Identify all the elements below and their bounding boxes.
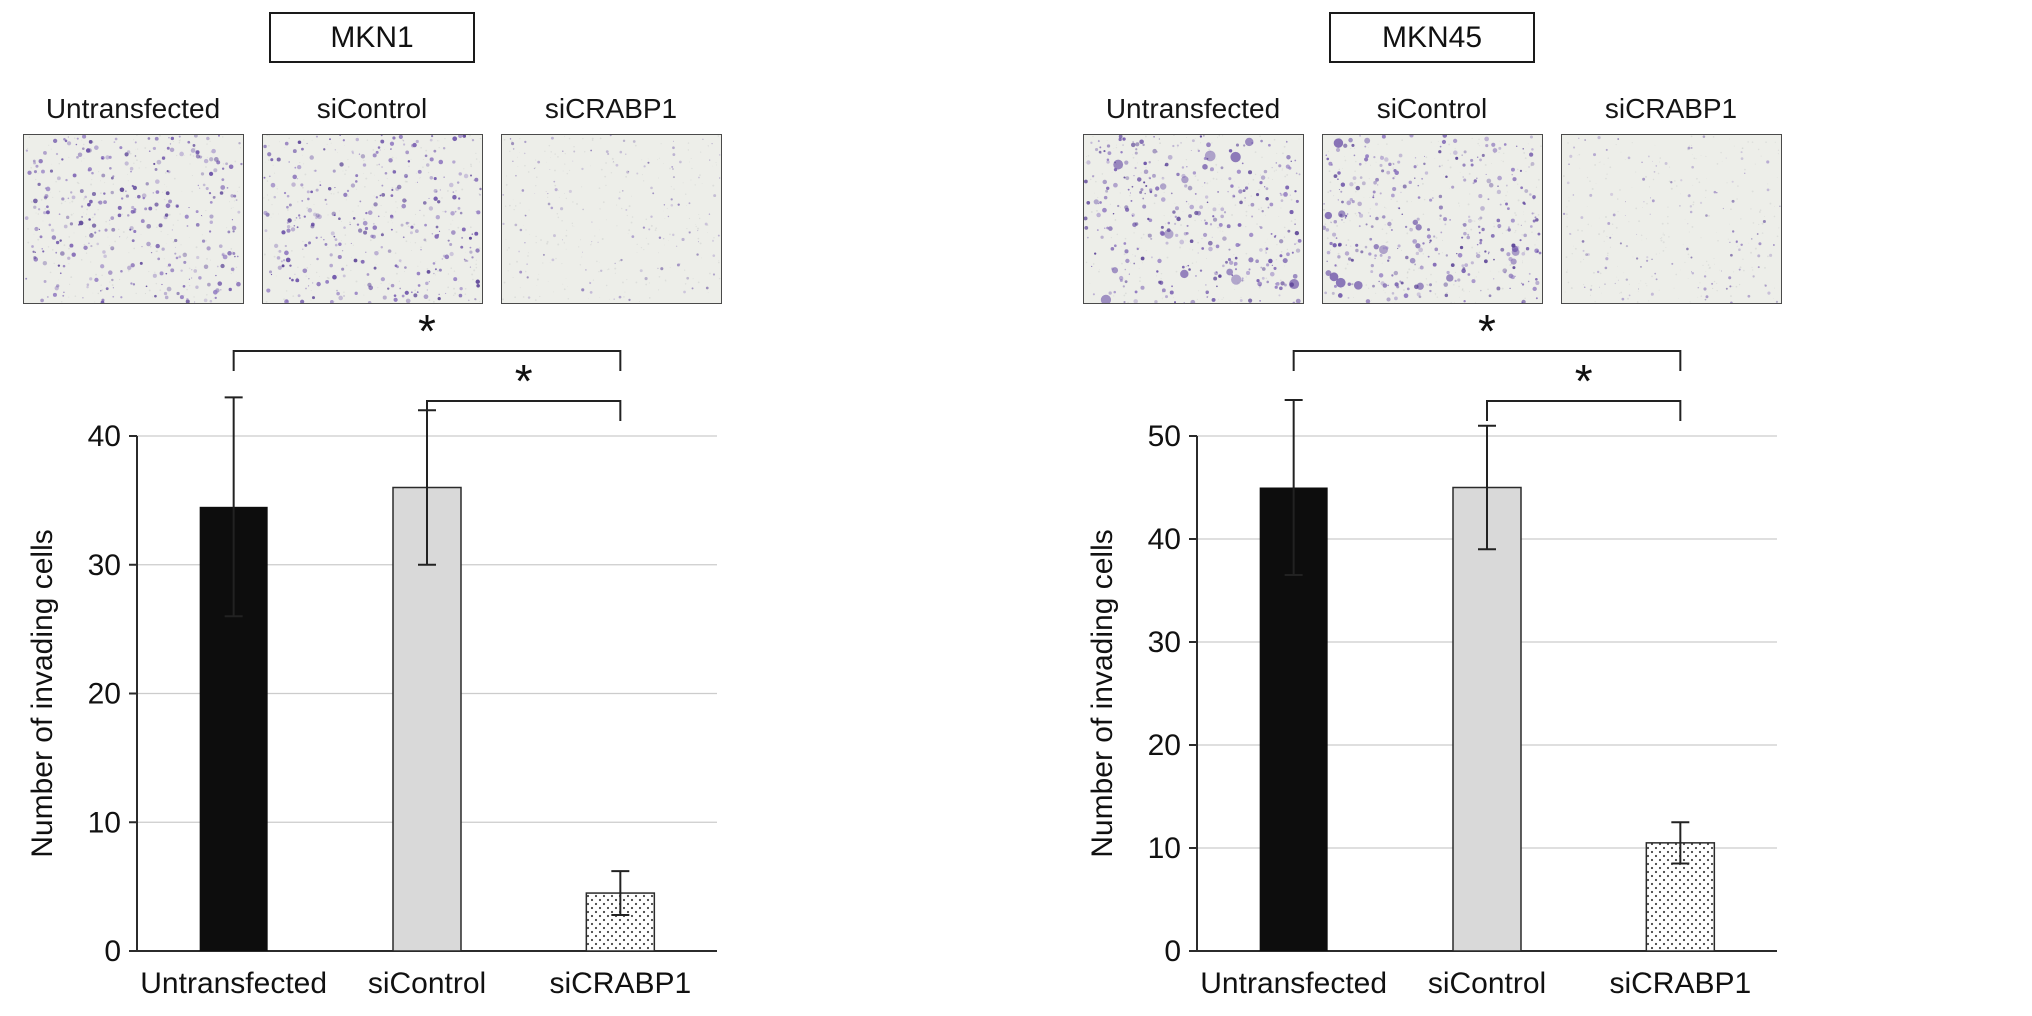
panel-title-box-mkn45: MKN45 (1329, 12, 1535, 63)
y-tick-label: 20 (88, 678, 121, 711)
significance-asterisk: * (515, 355, 533, 407)
micrograph-sicrabp1: siCRABP1 (1560, 93, 1782, 304)
micrograph-background (24, 135, 242, 303)
error-bar (1671, 821, 1690, 865)
micrograph-label: Untransfected (45, 93, 221, 124)
micrograph-image (261, 134, 483, 304)
panel-title: MKN45 (1381, 21, 1483, 54)
significance-bracket (1486, 400, 1682, 421)
significance-asterisk: * (418, 306, 436, 357)
x-tick-label: siControl (1428, 967, 1546, 1000)
micrograph-label: siControl (316, 93, 428, 124)
y-tick-label: 50 (1148, 420, 1181, 453)
y-tick-label: 10 (1148, 832, 1181, 865)
y-tick-label: 0 (104, 935, 121, 968)
micrograph-image (22, 134, 244, 304)
x-tick-label: Untransfected (140, 967, 327, 1000)
micrograph-sicrabp1: siCRABP1 (500, 93, 722, 304)
x-tick-label: Untransfected (1200, 967, 1387, 1000)
micrograph-image (1082, 134, 1304, 304)
significance-asterisk: * (1478, 306, 1496, 357)
micrograph-label: siCRABP1 (544, 93, 678, 124)
significance-bracket (426, 400, 622, 421)
micrograph-sicontrol: siControl (1321, 93, 1543, 304)
x-tick-label: siCRABP1 (1609, 967, 1751, 1000)
error-bar (224, 396, 243, 618)
x-tick-label: siControl (368, 967, 486, 1000)
significance-bracket (232, 350, 622, 371)
panel-title: MKN1 (330, 21, 414, 54)
y-tick-label: 40 (1148, 523, 1181, 556)
invasion-bar-chart-mkn45: 0 10 20 30 40 50 Number of invading cells Untra… (1086, 306, 1777, 1000)
x-tick-label: siCRABP1 (549, 967, 691, 1000)
micrograph-label: siCRABP1 (1604, 93, 1738, 124)
micrograph-label: siControl (1376, 93, 1488, 124)
micrograph-row: Untransfected siControl siCRABP1 (1082, 93, 1782, 304)
micrograph-untransfected: Untransfected (1082, 93, 1304, 304)
y-tick-label: 30 (88, 549, 121, 582)
error-bar (1284, 398, 1303, 577)
micrograph-image (500, 134, 722, 304)
bar-sicontrol (1452, 486, 1522, 952)
micrograph-background (1562, 135, 1780, 303)
micrograph-image (1560, 134, 1782, 304)
significance-bracket (1292, 350, 1682, 371)
y-tick-label: 20 (1148, 729, 1181, 762)
micrograph-background (502, 135, 720, 303)
micrograph-label: Untransfected (1105, 93, 1281, 124)
y-axis-title: Number of invading cells (26, 529, 59, 858)
y-tick-label: 0 (1164, 935, 1181, 968)
panel-mkn45: MKN45 Untransfected siControl siCRABP1 0… (1082, 0, 1782, 1016)
error-bar (611, 870, 630, 916)
y-tick-label: 30 (1148, 626, 1181, 659)
micrograph-row: Untransfected siControl siCRABP1 (22, 93, 722, 304)
y-axis-title: Number of invading cells (1086, 529, 1119, 858)
y-tick-label: 40 (88, 420, 121, 453)
panel-mkn1: MKN1 Untransfected siControl siCRABP1 0 1… (22, 0, 722, 1016)
micrograph-sicontrol: siControl (261, 93, 483, 304)
significance-asterisk: * (1575, 355, 1593, 407)
micrograph-untransfected: Untransfected (22, 93, 244, 304)
micrograph-background (263, 135, 481, 303)
micrograph-image (1321, 134, 1543, 304)
invasion-bar-chart-mkn1: 0 10 20 30 40 Number of invading cells Untrans… (26, 306, 717, 1000)
y-tick-label: 10 (88, 806, 121, 839)
panel-title-box-mkn1: MKN1 (269, 12, 475, 63)
micrograph-background (1323, 135, 1541, 303)
error-bar (1478, 424, 1496, 551)
